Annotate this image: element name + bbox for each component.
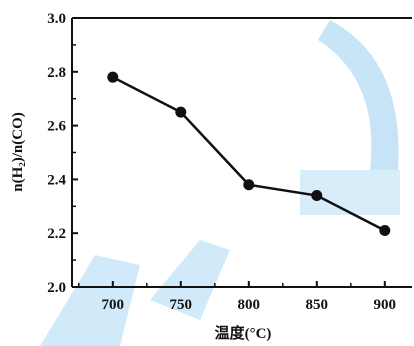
watermark-arc bbox=[318, 20, 399, 170]
x-tick-label: 850 bbox=[306, 297, 329, 313]
data-point bbox=[243, 179, 254, 190]
x-tick-label: 900 bbox=[374, 297, 397, 313]
data-point bbox=[107, 72, 118, 83]
x-tick-label: 750 bbox=[170, 297, 193, 313]
x-tick-label: 700 bbox=[102, 297, 125, 313]
y-tick-label: 2.8 bbox=[47, 65, 66, 81]
data-point bbox=[175, 107, 186, 118]
watermark-graphic bbox=[40, 20, 400, 346]
y-tick-label: 2.0 bbox=[47, 280, 66, 296]
y-tick-label: 2.2 bbox=[47, 226, 66, 242]
data-point bbox=[379, 225, 390, 236]
y-axis-title: n(H₂)/n(CO) bbox=[10, 112, 26, 192]
watermark-stroke-1 bbox=[40, 255, 140, 346]
x-axis-title: 温度(°C) bbox=[215, 324, 272, 342]
y-tick-label: 2.4 bbox=[47, 172, 66, 188]
y-tick-label: 3.0 bbox=[47, 11, 66, 27]
x-tick-label: 800 bbox=[238, 297, 261, 313]
y-tick-label: 2.6 bbox=[47, 119, 66, 135]
data-point bbox=[311, 190, 322, 201]
